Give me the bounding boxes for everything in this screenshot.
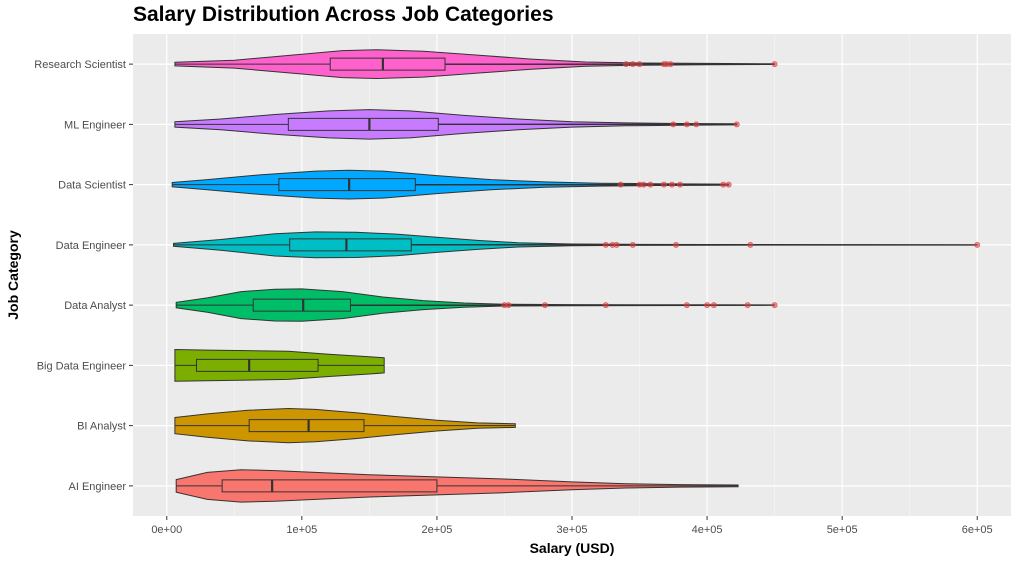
y-tick-label: ML Engineer [64, 119, 126, 131]
outlier-point [693, 121, 700, 128]
outlier-point [974, 241, 981, 248]
violin-bi-analyst [174, 407, 516, 444]
outlier-point [640, 181, 647, 188]
y-tick-label: BI Analyst [77, 421, 126, 433]
x-tick-label: 0e+00 [151, 524, 182, 536]
outlier-point [720, 181, 727, 188]
outlier-point [771, 61, 778, 68]
outlier-point [733, 121, 740, 128]
outlier-point [667, 61, 674, 68]
outlier-point [647, 181, 654, 188]
outlier-point [505, 302, 512, 309]
x-tick-label: 6e+05 [962, 524, 993, 536]
outlier-point [683, 302, 690, 309]
y-tick-label: Research Scientist [34, 59, 126, 71]
x-tick-label: 4e+05 [692, 524, 723, 536]
outlier-point [710, 302, 717, 309]
outlier-point [683, 121, 690, 128]
outlier-point [629, 61, 636, 68]
box-ai-engineer [221, 479, 438, 493]
outlier-point [771, 302, 778, 309]
x-tick-label: 1e+05 [286, 524, 317, 536]
x-tick-label: 5e+05 [827, 524, 858, 536]
outlier-point [617, 181, 624, 188]
outlier-point [602, 302, 609, 309]
outlier-point [668, 181, 675, 188]
outlier-point [623, 61, 630, 68]
outlier-point [541, 302, 548, 309]
outlier-point [636, 61, 643, 68]
violin-big-data-engineer [174, 348, 385, 382]
x-tick-label: 2e+05 [421, 524, 452, 536]
outlier-point [660, 181, 667, 188]
outlier-point [629, 241, 636, 248]
y-axis-title: Job Category [5, 230, 21, 320]
outlier-point [673, 241, 680, 248]
box-bi-analyst [248, 419, 365, 433]
x-axis-title: Salary (USD) [530, 540, 615, 556]
x-tick-label: 3e+05 [557, 524, 588, 536]
outlier-point [725, 181, 732, 188]
outlier-point [613, 241, 620, 248]
chart-title: Salary Distribution Across Job Categorie… [133, 3, 554, 26]
outlier-point [677, 181, 684, 188]
y-tick-label: Big Data Engineer [37, 360, 127, 372]
y-tick-label: Data Analyst [64, 300, 126, 312]
outlier-point [744, 302, 751, 309]
y-tick-label: AI Engineer [69, 481, 127, 493]
outlier-point [602, 241, 609, 248]
y-tick-label: Data Engineer [56, 240, 127, 252]
outlier-point [747, 241, 754, 248]
box-big-data-engineer [195, 358, 319, 372]
outlier-point [704, 302, 711, 309]
y-tick-label: Data Scientist [58, 180, 126, 192]
outlier-point [670, 121, 677, 128]
